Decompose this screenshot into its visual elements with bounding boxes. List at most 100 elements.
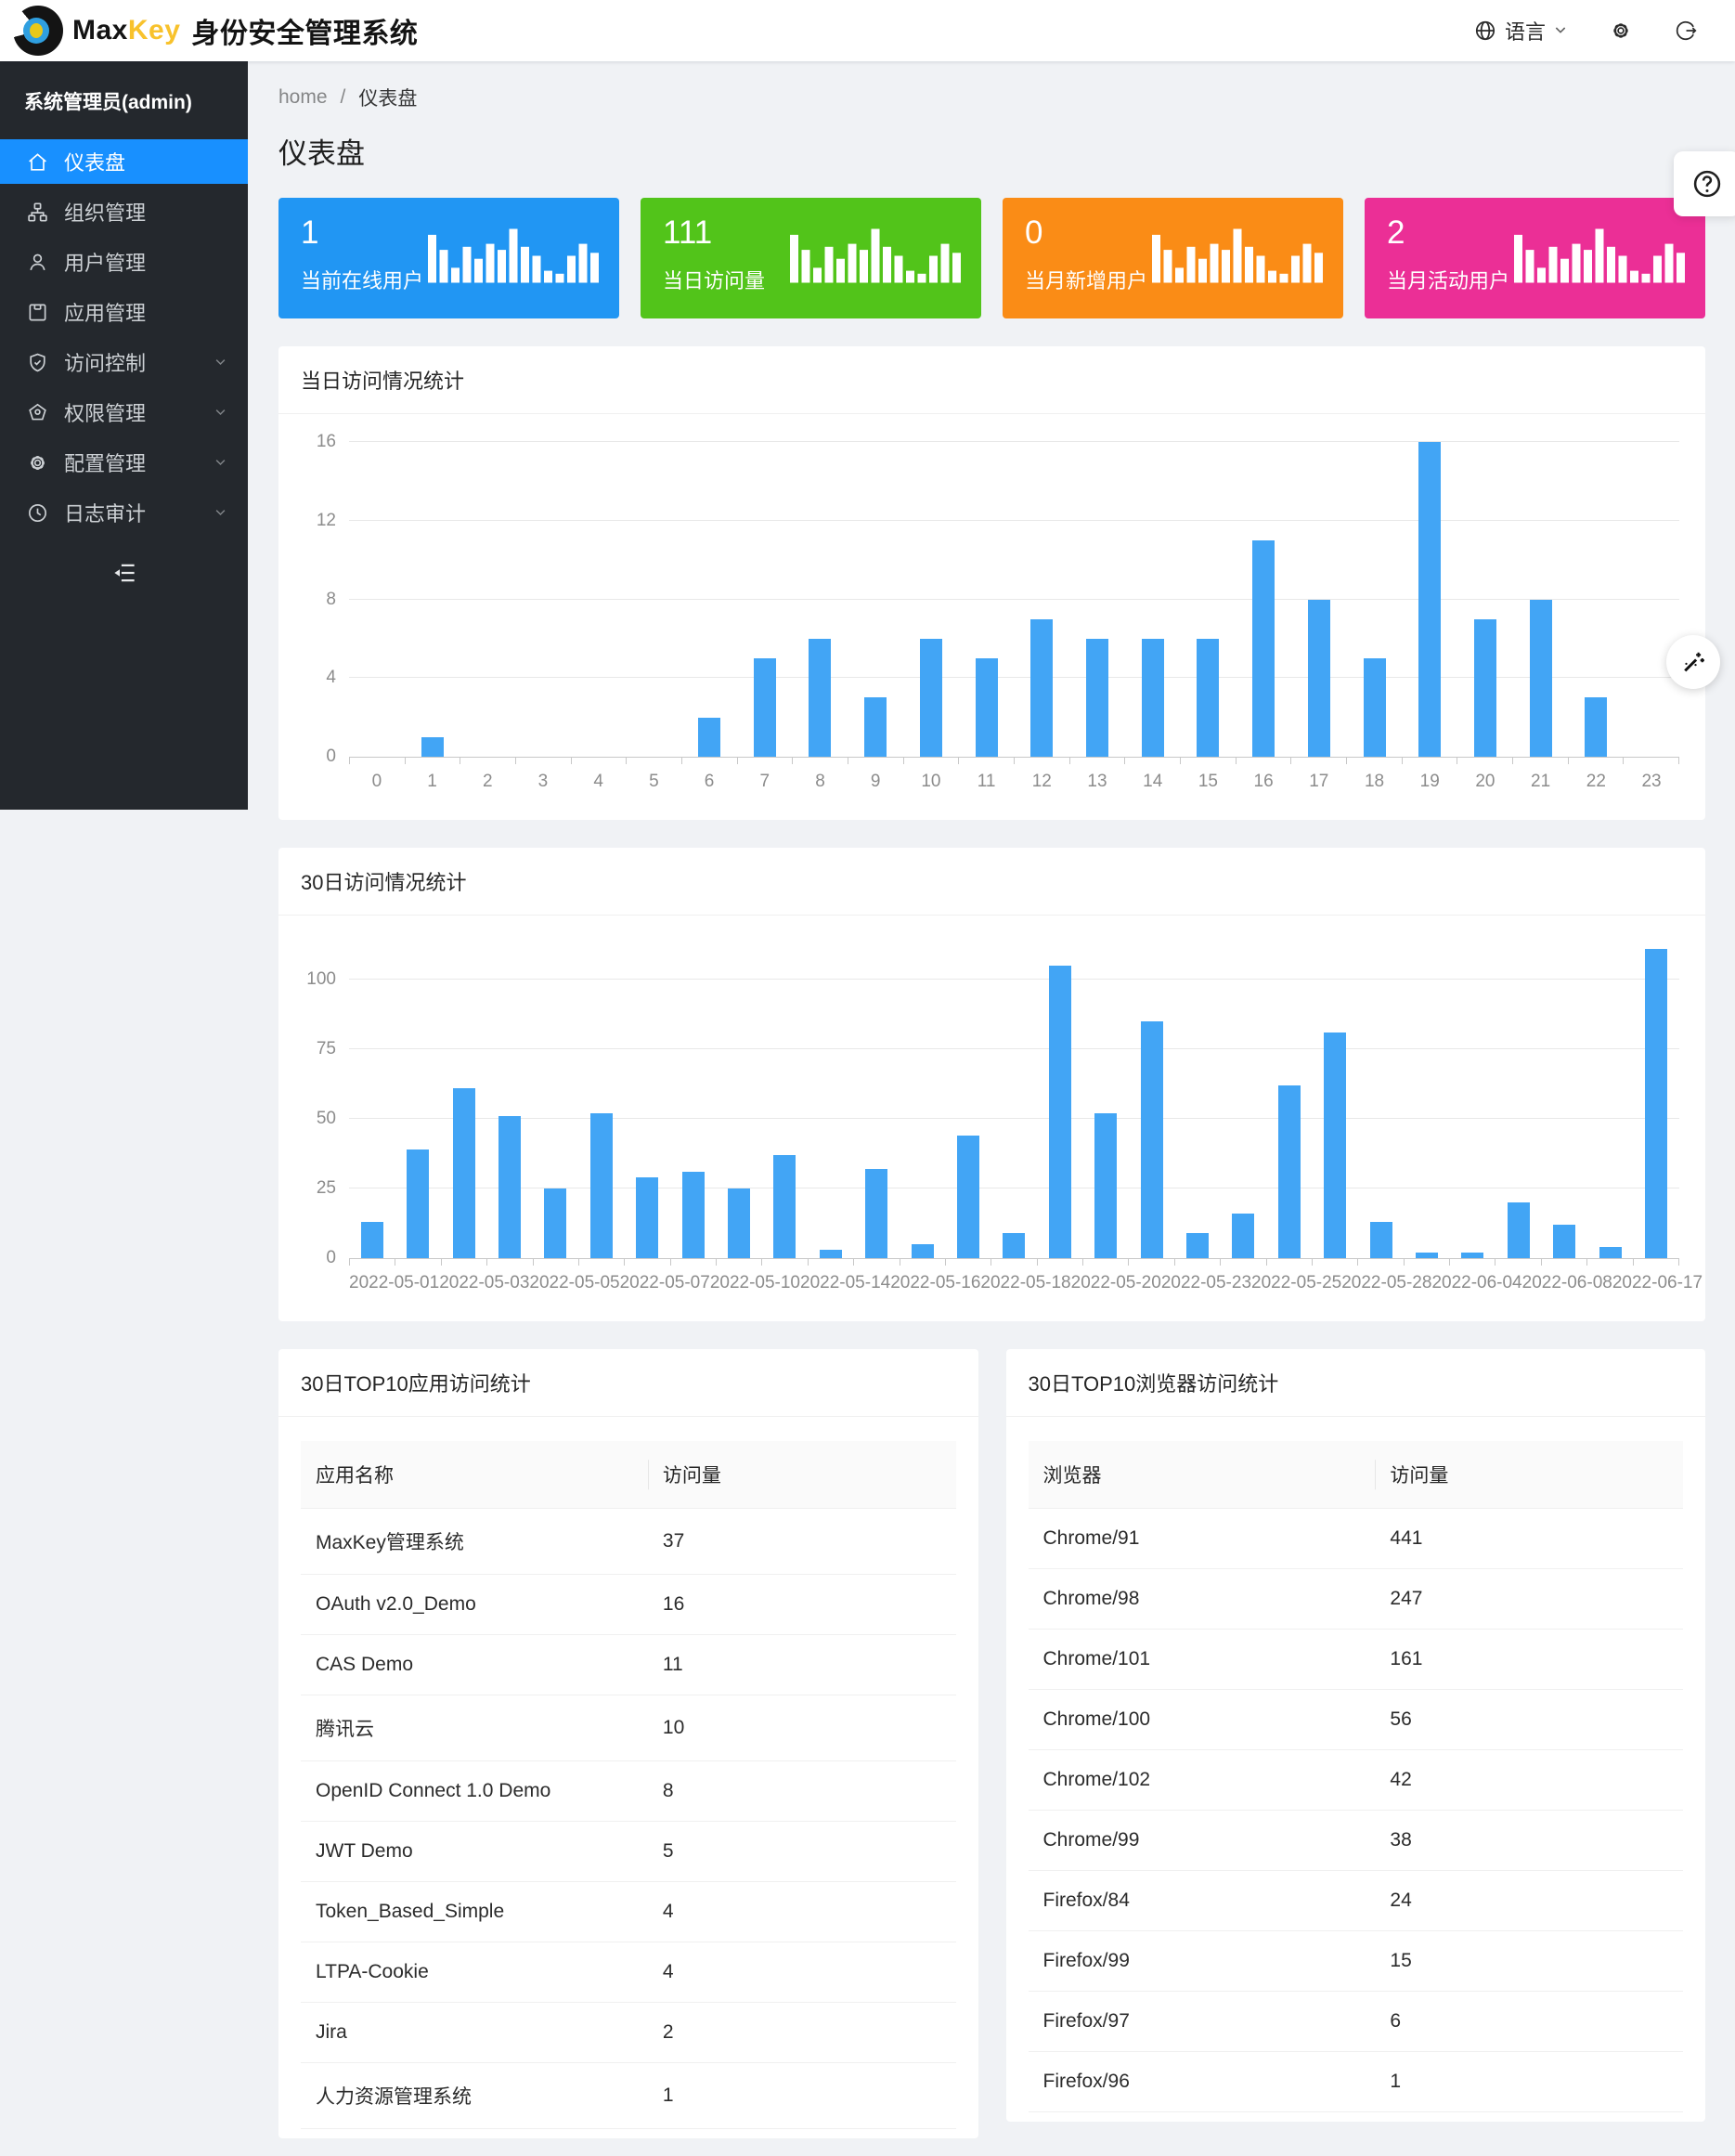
menu-fold-button[interactable] (110, 559, 138, 587)
bar-2022-06-08[interactable] (1553, 1225, 1576, 1258)
bar-21[interactable] (1529, 599, 1552, 757)
bar-11[interactable] (865, 1169, 888, 1258)
sidebar-menu: 仪表盘组织管理用户管理应用管理访问控制权限管理配置管理日志审计 (0, 139, 248, 535)
cluster-icon (26, 201, 49, 224)
x-axis-labels: 2022-05-01 2022-05-03 2022-05-05 2022-05-07… (349, 1273, 1703, 1293)
stat-card-2[interactable]: 0 当月新增用户 (1003, 198, 1343, 318)
app-header: MaxKey 身份安全管理系统 语言 (0, 0, 1735, 61)
bar-9[interactable] (864, 697, 887, 757)
table-cell: OAuth v2.0_Demo (301, 1574, 648, 1635)
bar-7[interactable] (753, 658, 776, 757)
bar-3[interactable] (498, 1116, 521, 1258)
table-card-0: 30日TOP10应用访问统计 应用名称 访问量 MaxKey管理系统 37 OAuth v… (278, 1349, 978, 2138)
table-row: Firefox/84 24 (1028, 1870, 1683, 1931)
x-axis-ticks (349, 758, 1680, 764)
bar-2022-05-28[interactable] (1369, 1222, 1392, 1258)
sidebar-item-users[interactable]: 用户管理 (0, 240, 248, 284)
sidebar-item-access[interactable]: 访问控制 (0, 340, 248, 384)
x-axis-ticks (349, 1259, 1679, 1266)
sidebar-item-dashboard[interactable]: 仪表盘 (0, 139, 248, 184)
bar-2022-05-10[interactable] (727, 1188, 750, 1258)
bar-17[interactable] (1307, 599, 1330, 757)
bar-1[interactable] (407, 1149, 430, 1258)
bar-19[interactable] (1418, 442, 1442, 757)
sidebar-item-orgs[interactable]: 组织管理 (0, 189, 248, 234)
bar-2022-05-01[interactable] (360, 1222, 383, 1258)
bar-2022-06-17[interactable] (1645, 949, 1668, 1258)
bar-18[interactable] (1363, 658, 1386, 757)
bar-17[interactable] (1140, 1021, 1163, 1258)
bar-13[interactable] (956, 1136, 979, 1258)
table-cell: Chrome/100 (1028, 1689, 1376, 1750)
help-button[interactable] (1674, 151, 1735, 216)
language-menu[interactable]: 语言 (1473, 16, 1568, 45)
bar-2022-05-05[interactable] (544, 1188, 567, 1258)
table-cell: 441 (1375, 1508, 1683, 1569)
stat-card-0[interactable]: 1 当前在线用户 (278, 198, 619, 318)
table-cell: 16 (647, 1574, 956, 1635)
bar-20[interactable] (1473, 618, 1496, 757)
bar-2022-06-04[interactable] (1461, 1253, 1484, 1258)
bar-1[interactable] (421, 736, 444, 757)
bar-11[interactable] (975, 658, 998, 757)
bar-14[interactable] (1141, 638, 1164, 757)
bar-5[interactable] (589, 1113, 613, 1258)
bar-27[interactable] (1599, 1247, 1622, 1258)
language-label: 语言 (1504, 20, 1546, 44)
gridline (349, 1118, 1679, 1119)
table-row: OAuth v2.0_Demo 16 (301, 1574, 956, 1635)
stat-card-3[interactable]: 2 当月活动用户 (1365, 198, 1705, 318)
bar-21[interactable] (1324, 1033, 1347, 1258)
y-axis-tick-label: 4 (326, 668, 336, 688)
table-row: Chrome/98 247 (1028, 1568, 1683, 1630)
mini-bar-chart-icon (428, 228, 599, 288)
x-axis-tick-label: 2022-05-01 (349, 1273, 440, 1292)
bar-8[interactable] (809, 638, 832, 757)
bar-2022-05-18[interactable] (1003, 1233, 1026, 1258)
bar-12[interactable] (1030, 618, 1054, 757)
bar-16[interactable] (1252, 539, 1275, 757)
chevron-down-icon (214, 400, 227, 424)
sidebar-item-label: 仪表盘 (64, 151, 126, 175)
bar-2022-05-23[interactable] (1186, 1233, 1210, 1258)
magic-wand-button[interactable] (1666, 635, 1720, 689)
sidebar: 系统管理员(admin) 仪表盘 组织管理 用户管理 应用管理 访问控制 权限管理 配置管理… (0, 61, 248, 810)
bar-6[interactable] (698, 717, 721, 757)
breadcrumb-home[interactable]: home (278, 86, 328, 108)
table-cell: 10 (647, 1695, 956, 1761)
bar-2022-05-20[interactable] (1094, 1113, 1118, 1258)
table-row: Token_Based_Simple 4 (301, 1881, 956, 1942)
bar-15[interactable] (1197, 638, 1220, 757)
table-cell: 15 (1375, 1930, 1683, 1992)
sidebar-item-apps[interactable]: 应用管理 (0, 290, 248, 334)
bar-2022-05-07[interactable] (636, 1177, 659, 1258)
chevron-down-icon (214, 500, 227, 525)
sidebar-item-audit[interactable]: 日志审计 (0, 490, 248, 535)
bar-2022-05-14[interactable] (819, 1250, 842, 1258)
stat-card-1[interactable]: 111 当日访问量 (641, 198, 981, 318)
x-axis-tick-label: 23 (1641, 772, 1662, 791)
column-header: 浏览器 (1028, 1441, 1376, 1509)
sidebar-item-config[interactable]: 配置管理 (0, 440, 248, 485)
bar-2022-05-25[interactable] (1277, 1085, 1301, 1258)
x-axis-tick-label: 6 (704, 772, 715, 791)
bar-22[interactable] (1585, 697, 1608, 757)
table-title: 30日TOP10应用访问统计 (278, 1349, 978, 1417)
bar-9[interactable] (773, 1155, 796, 1258)
bar-10[interactable] (919, 638, 942, 757)
bar-13[interactable] (1085, 638, 1108, 757)
sidebar-item-permissions[interactable]: 权限管理 (0, 390, 248, 435)
bar-19[interactable] (1232, 1214, 1255, 1258)
settings-button[interactable] (1609, 19, 1633, 43)
logout-button[interactable] (1674, 19, 1698, 43)
sidebar-item-label: 访问控制 (64, 352, 147, 375)
table-cell: LTPA-Cookie (301, 1942, 648, 2003)
x-axis-tick-label: 22 (1586, 772, 1606, 791)
table-cell: JWT Demo (301, 1821, 648, 1882)
bar-2022-05-03[interactable] (452, 1088, 475, 1258)
bar-23[interactable] (1416, 1253, 1439, 1258)
bar-2022-05-16[interactable] (911, 1244, 934, 1258)
bar-15[interactable] (1048, 966, 1071, 1258)
bar-25[interactable] (1507, 1202, 1530, 1258)
bar-7[interactable] (681, 1172, 705, 1258)
